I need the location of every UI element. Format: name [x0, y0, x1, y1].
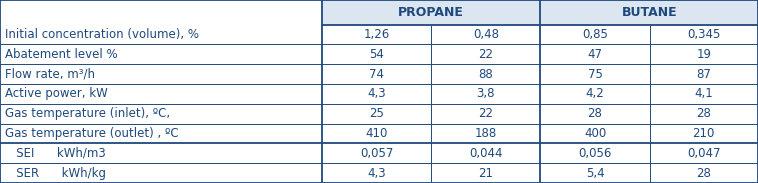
Text: 54: 54	[369, 48, 384, 61]
Text: 75: 75	[587, 68, 603, 81]
Text: 4,1: 4,1	[694, 87, 713, 100]
Text: SER      kWh/kg: SER kWh/kg	[5, 167, 105, 180]
Text: 0,345: 0,345	[687, 28, 721, 41]
Text: Gas temperature (outlet) , ºC: Gas temperature (outlet) , ºC	[5, 127, 178, 140]
Text: PROPANE: PROPANE	[399, 6, 464, 19]
Text: 4,2: 4,2	[586, 87, 604, 100]
Text: 0,48: 0,48	[473, 28, 499, 41]
Bar	[322, 0, 540, 25]
Text: 22: 22	[478, 48, 493, 61]
Text: Abatement level %: Abatement level %	[5, 48, 117, 61]
Text: 19: 19	[697, 48, 711, 61]
Text: 1,26: 1,26	[364, 28, 390, 41]
Text: 0,056: 0,056	[578, 147, 612, 160]
Text: 210: 210	[693, 127, 715, 140]
Text: 4,3: 4,3	[368, 87, 386, 100]
Text: 0,044: 0,044	[469, 147, 503, 160]
Text: 0,057: 0,057	[360, 147, 393, 160]
Text: 0,047: 0,047	[687, 147, 721, 160]
Text: 74: 74	[369, 68, 384, 81]
Text: 400: 400	[584, 127, 606, 140]
Text: BUTANE: BUTANE	[622, 6, 677, 19]
Text: 22: 22	[478, 107, 493, 120]
Text: 88: 88	[478, 68, 493, 81]
Text: 87: 87	[697, 68, 711, 81]
Text: Gas temperature (inlet), ºC,: Gas temperature (inlet), ºC,	[5, 107, 170, 120]
Text: 47: 47	[587, 48, 603, 61]
Text: 5,4: 5,4	[586, 167, 604, 180]
Text: 28: 28	[697, 167, 711, 180]
Text: 28: 28	[697, 107, 711, 120]
Text: Flow rate, m³/h: Flow rate, m³/h	[5, 68, 95, 81]
Text: Initial concentration (volume), %: Initial concentration (volume), %	[5, 28, 199, 41]
Text: 4,3: 4,3	[368, 167, 386, 180]
Text: 188: 188	[475, 127, 497, 140]
Text: 21: 21	[478, 167, 493, 180]
Text: 28: 28	[587, 107, 603, 120]
Bar	[540, 0, 758, 25]
Text: 3,8: 3,8	[477, 87, 495, 100]
Text: Active power, kW: Active power, kW	[5, 87, 108, 100]
Text: SEI      kWh/m3: SEI kWh/m3	[5, 147, 105, 160]
Text: 25: 25	[369, 107, 384, 120]
Text: 0,85: 0,85	[582, 28, 608, 41]
Text: 410: 410	[365, 127, 388, 140]
